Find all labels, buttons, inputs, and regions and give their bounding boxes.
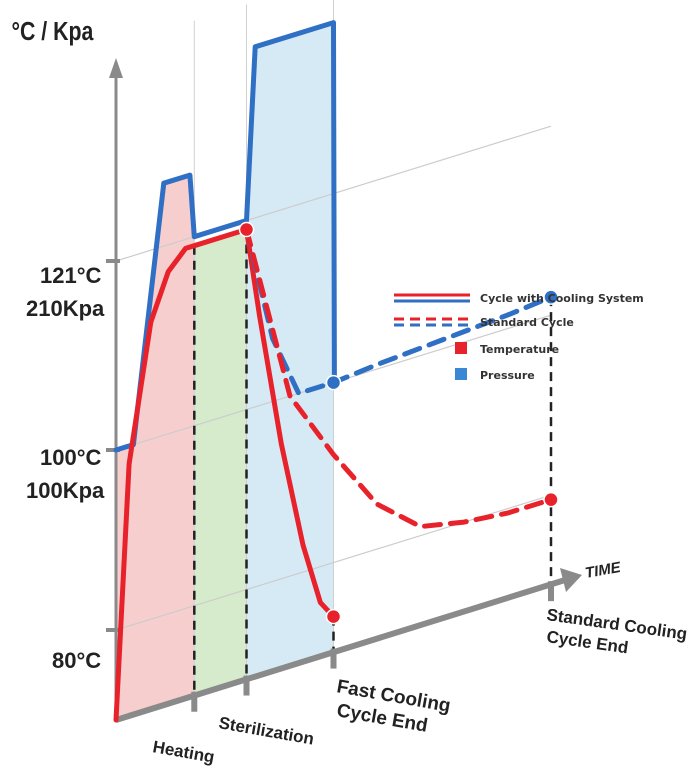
heating-fill: [116, 176, 195, 720]
marker-temperature-standard-end: [543, 491, 559, 508]
marker-pressure-fast-cooling-end: [325, 374, 342, 391]
y-axis-arrow: [109, 58, 123, 78]
y-tick-labels: 121°C 210Kpa 100°C 100Kpa 80°C: [26, 263, 105, 673]
axes: [109, 58, 582, 723]
y-tick-label-210kpa: 210Kpa: [26, 296, 105, 321]
marker-temperature-sterilization-end: [238, 221, 255, 238]
y-tick-label-121: 121°C: [40, 263, 102, 288]
y-tick-label-100kpa: 100Kpa: [26, 478, 105, 503]
legend-label-temperature: Temperature: [480, 343, 559, 356]
legend-label-pressure: Pressure: [480, 369, 535, 382]
legend-swatch-pressure: [455, 368, 467, 380]
y-tick-label-100: 100°C: [40, 445, 102, 470]
series-line-temperature-cooling-system: [113, 227, 336, 723]
marker-temperature-fast-cooling-end: [325, 608, 342, 625]
x-axis-arrow: [560, 568, 582, 592]
marker-pressure-standard-end: [543, 289, 559, 305]
legend-label-standard-cycle: Standard Cycle: [480, 316, 574, 329]
y-axis-title: °C / Kpa: [11, 17, 94, 47]
cooling-fill: [246, 22, 334, 680]
legend: Cycle with Cooling System Standard Cycle…: [394, 292, 644, 382]
phase-label-sterilization: Sterilization: [217, 713, 315, 748]
series-line-temperature-standard: [244, 227, 554, 530]
sterilization-fill: [194, 229, 247, 696]
y-tick-label-80: 80°C: [52, 648, 101, 673]
markers: [238, 221, 559, 625]
phase-label-heating: Heating: [151, 737, 216, 767]
legend-label-cooling-system: Cycle with Cooling System: [480, 292, 644, 305]
legend-swatch-temperature: [455, 342, 467, 354]
x-axis-title: TIME: [584, 559, 623, 582]
phase-fills: [116, 22, 334, 720]
x-axis: [115, 577, 566, 723]
